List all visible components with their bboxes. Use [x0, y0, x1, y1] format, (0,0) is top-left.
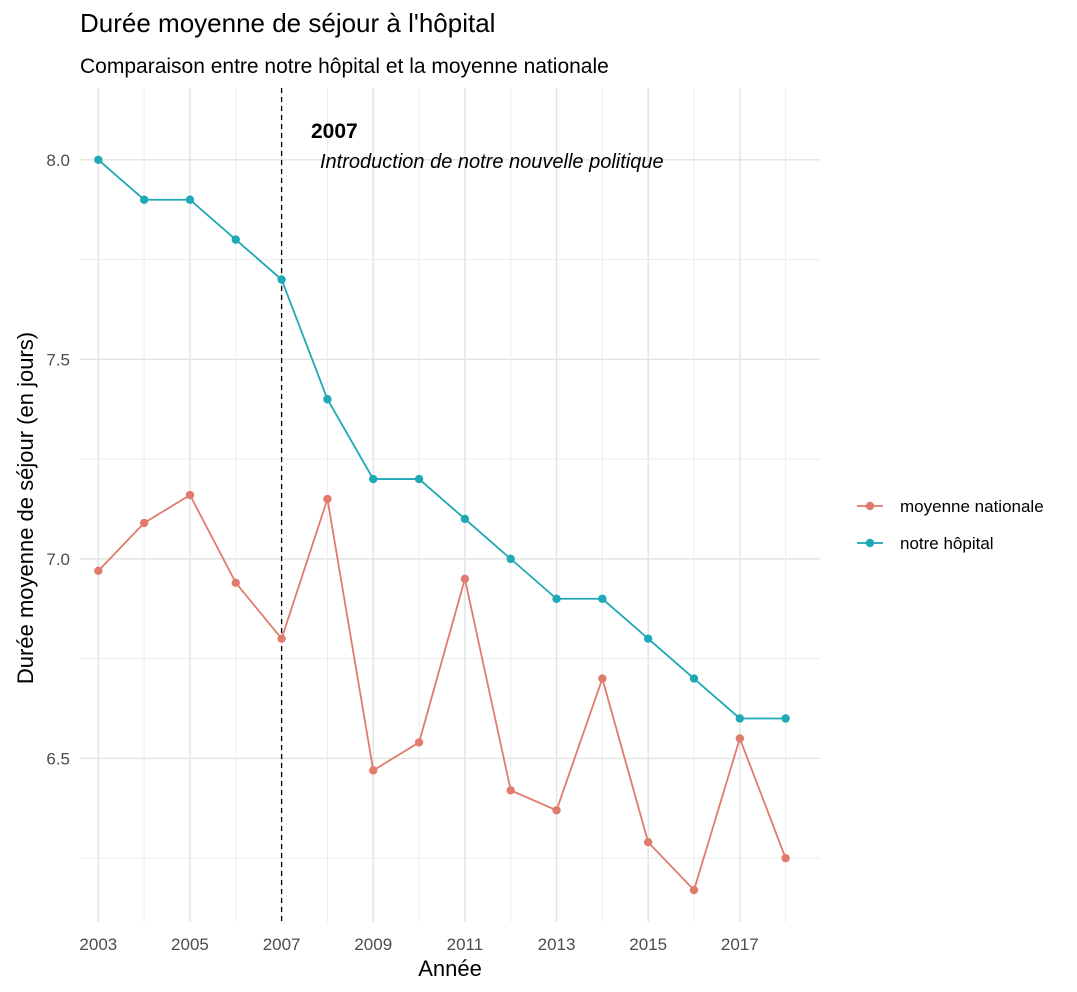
data-point-1-2010	[414, 474, 424, 484]
data-point-0-2004	[139, 518, 149, 528]
data-point-1-2008	[323, 395, 332, 404]
data-point-1-2018	[781, 714, 790, 723]
data-point-0-2010	[414, 738, 424, 747]
x-tick-label: 2003	[79, 935, 117, 954]
data-point-0-2012	[506, 786, 515, 795]
data-point-0-2018	[781, 853, 790, 863]
tick-labels: 2003 2005 2007 2009 2011 2013 2015 2017 6.5 7.0 7.…	[46, 151, 758, 954]
x-tick-label: 2007	[263, 935, 301, 954]
x-tick-label: 2013	[538, 935, 576, 954]
data-point-1-2015	[643, 634, 653, 643]
legend-label-0: moyenne nationale	[900, 497, 1044, 516]
series-line-0	[97, 493, 787, 892]
chart-subtitle: Comparaison entre notre hôpital et la mo…	[80, 55, 609, 78]
data-point-0-2016	[689, 885, 699, 895]
data-point-1-2011	[460, 514, 470, 524]
annotation-text: Introduction de notre nouvelle politique	[320, 151, 664, 173]
annotation-year: 2007	[311, 120, 358, 143]
data-point-0-2015	[643, 837, 653, 847]
data-point-1-2005	[185, 195, 195, 204]
y-tick-label: 7.5	[46, 350, 70, 369]
data-point-0-2009	[369, 766, 378, 775]
data-point-0-2005	[185, 490, 195, 500]
data-point-1-2014	[598, 594, 607, 603]
x-tick-label: 2015	[629, 935, 667, 954]
x-tick-label: 2009	[354, 935, 392, 954]
data-point-1-2004	[139, 195, 149, 204]
y-tick-label: 7.0	[46, 550, 70, 569]
data-point-1-2017	[735, 714, 745, 723]
data-point-1-2003	[94, 155, 103, 165]
y-axis-title: Durée moyenne de séjour (en jours)	[13, 332, 38, 684]
data-point-0-2006	[231, 578, 240, 588]
data-point-0-2007	[277, 634, 286, 643]
data-point-1-2006	[231, 235, 240, 244]
x-tick-label: 2017	[721, 935, 759, 954]
series-layer	[94, 155, 790, 895]
x-tick-label: 2005	[171, 935, 209, 954]
data-point-1-2007	[277, 275, 286, 284]
x-tick-label: 2011	[447, 935, 484, 954]
data-point-1-2009	[369, 474, 378, 484]
series-line-1	[97, 159, 786, 720]
legend: moyenne nationale notre hôpital	[857, 497, 1044, 553]
data-point-0-2017	[735, 734, 745, 743]
y-tick-label: 6.5	[46, 749, 70, 768]
x-axis-title: Année	[418, 956, 482, 981]
data-point-1-2016	[689, 674, 699, 683]
data-point-0-2011	[460, 574, 470, 584]
legend-label-1: notre hôpital	[900, 534, 994, 553]
data-point-0-2003	[94, 566, 103, 576]
legend-marker-0	[865, 501, 875, 511]
y-tick-label: 8.0	[46, 151, 70, 170]
legend-marker-1	[865, 538, 875, 548]
data-point-0-2008	[323, 494, 332, 504]
data-point-0-2014	[598, 674, 607, 683]
data-point-1-2012	[506, 554, 515, 564]
data-point-0-2013	[552, 806, 561, 815]
data-point-1-2013	[552, 594, 561, 603]
chart-title: Durée moyenne de séjour à l'hôpital	[80, 8, 495, 38]
